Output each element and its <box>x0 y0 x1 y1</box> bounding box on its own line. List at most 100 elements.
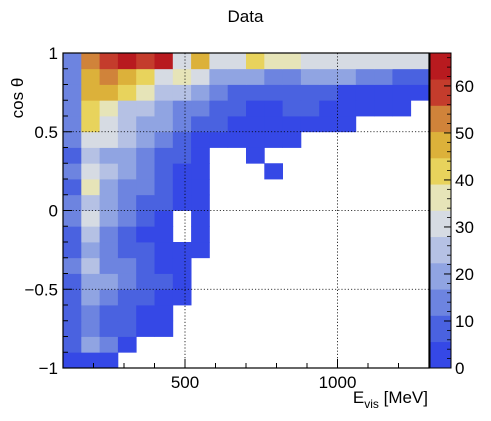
heatmap-cell <box>117 194 137 211</box>
heatmap-cell <box>191 68 210 85</box>
heatmap-cell <box>264 163 283 180</box>
heatmap-cell <box>246 53 265 70</box>
heatmap-cell <box>99 84 119 101</box>
heatmap-cell <box>282 68 302 85</box>
heatmap-cell <box>154 179 174 196</box>
color-scale-swatch <box>430 210 451 238</box>
heatmap-cell <box>81 116 100 133</box>
heatmap-cell <box>246 84 265 101</box>
heatmap-cell <box>117 53 137 70</box>
color-scale-tick-label: 60 <box>455 77 474 96</box>
heatmap-cell <box>282 131 302 148</box>
heatmap-cell <box>227 53 247 70</box>
heatmap-cell <box>154 194 174 211</box>
heatmap-cell <box>99 210 119 227</box>
heatmap-cell <box>227 84 247 101</box>
y-tick-label: 1 <box>49 44 58 63</box>
heatmap-cell <box>209 84 229 101</box>
heatmap-cell <box>282 116 302 133</box>
heatmap-cell <box>117 147 137 164</box>
heatmap-cell <box>209 68 229 85</box>
color-scale-swatch <box>430 236 451 264</box>
heatmap-cell <box>136 194 155 211</box>
heatmap-cell <box>117 242 137 259</box>
color-scale-swatch <box>430 289 451 316</box>
heatmap-cell <box>136 100 155 117</box>
heatmap-cell <box>136 305 155 322</box>
heatmap-cell <box>81 226 100 243</box>
heatmap-cell <box>63 116 82 133</box>
heatmap-cell <box>136 320 155 337</box>
x-tick-label: 500 <box>171 373 199 392</box>
color-scale-swatch <box>430 158 451 185</box>
color-scale-tick-label: 0 <box>455 359 464 378</box>
heatmap-cell <box>154 116 174 133</box>
heatmap-cell <box>154 305 174 322</box>
heatmap-cell <box>136 179 155 196</box>
chart-title: Data <box>228 7 264 26</box>
x-tick-label: 1000 <box>319 373 357 392</box>
heatmap-cell <box>410 68 430 85</box>
heatmap-cell <box>154 100 174 117</box>
heatmap-cell <box>154 131 174 148</box>
heatmap-cell <box>81 336 100 353</box>
heatmap-cell <box>81 305 100 322</box>
heatmap-cell <box>191 194 210 211</box>
heatmap-cell <box>81 68 100 85</box>
heatmap-cell <box>81 273 100 290</box>
heatmap-cell <box>117 257 137 274</box>
heatmap-cell <box>117 131 137 148</box>
heatmap-cell <box>136 68 155 85</box>
heatmap-cell <box>264 84 283 101</box>
heatmap-cell <box>99 242 119 259</box>
heatmap-cell <box>63 305 82 322</box>
heatmap-cell <box>392 84 412 101</box>
heatmap-cell <box>63 336 82 353</box>
y-axis-label: cos θ <box>8 78 27 119</box>
heatmap-cell <box>264 68 283 85</box>
heatmap-cell <box>136 257 155 274</box>
heatmap-cell <box>172 53 192 70</box>
heatmap-cell <box>81 163 100 180</box>
grid-lines <box>63 53 429 368</box>
heatmap-cell <box>63 242 82 259</box>
y-tick-label: 0.5 <box>34 123 58 142</box>
heatmap-cell <box>154 163 174 180</box>
heatmap-cell <box>81 53 100 70</box>
heatmap-cell <box>209 100 229 117</box>
heatmap-cell <box>117 68 137 85</box>
heatmap-cell <box>246 147 265 164</box>
heatmap-cell <box>374 53 393 70</box>
heatmap-cell <box>392 68 412 85</box>
heatmap-cell <box>99 273 119 290</box>
heatmap-cell <box>63 84 82 101</box>
heatmap-cell <box>319 116 338 133</box>
heatmap-cell <box>227 68 247 85</box>
heatmap-cell <box>209 53 229 70</box>
heatmap-cell <box>117 320 137 337</box>
heatmap-cell <box>191 210 210 227</box>
color-scale-swatch <box>430 105 451 133</box>
color-scale: 0 10 20 30 40 50 60 <box>429 52 474 378</box>
x-axis-title: Evis [MeV] <box>353 388 428 411</box>
heatmap-cell <box>172 179 192 196</box>
heatmap-cell <box>63 320 82 337</box>
heatmap-cell <box>227 116 247 133</box>
heatmap-cell <box>410 53 430 70</box>
heatmap-cell <box>99 320 119 337</box>
heatmap-cell <box>99 116 119 133</box>
heatmap-cell <box>191 242 210 259</box>
heatmap-cell <box>136 242 155 259</box>
heatmap-cell <box>154 84 174 101</box>
heatmap-cell <box>191 131 210 148</box>
y-axis-title: cos θ <box>8 78 27 119</box>
heatmap-cell <box>410 84 430 101</box>
heatmap-cell <box>117 179 137 196</box>
heatmap-cell <box>172 116 192 133</box>
heatmap-cell <box>300 100 320 117</box>
heatmap-cell <box>136 84 155 101</box>
heatmap-cell <box>337 68 357 85</box>
heatmap-cell <box>136 53 155 70</box>
heatmap-cell <box>136 116 155 133</box>
